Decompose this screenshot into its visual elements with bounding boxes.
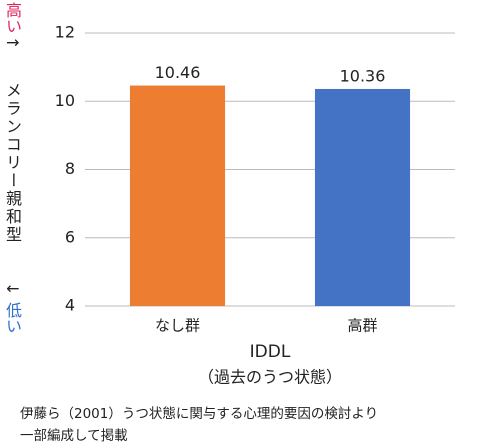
x-axis-subtitle: （過去のうつ状態） [198,368,342,387]
y-tick-label: 10 [55,91,75,110]
y-tick-label: 12 [55,23,75,42]
note: 伊藤ら（2001）うつ状態に関与する心理的要因の検討より [20,406,379,422]
data-label: 10.36 [340,66,386,85]
x-tick-label: 高群 [347,317,377,335]
y-label-arrow: ↑ [3,36,22,50]
y-label-arrow: ↓ [3,282,22,296]
note: 一部編成して掲載 [20,428,128,443]
x-tick-label: なし群 [155,317,200,335]
bar [129,85,226,307]
y-axis-title: メランコリー親和型 [3,82,22,244]
bar [314,88,411,306]
y-label-low: 低い [3,302,22,334]
y-tick-label: 4 [65,296,75,315]
y-label-high: 高い [3,2,22,34]
y-tick-label: 8 [65,159,75,178]
x-axis-title: IDDL [250,342,291,362]
data-label: 10.46 [155,63,201,82]
y-tick-label: 6 [65,227,75,246]
